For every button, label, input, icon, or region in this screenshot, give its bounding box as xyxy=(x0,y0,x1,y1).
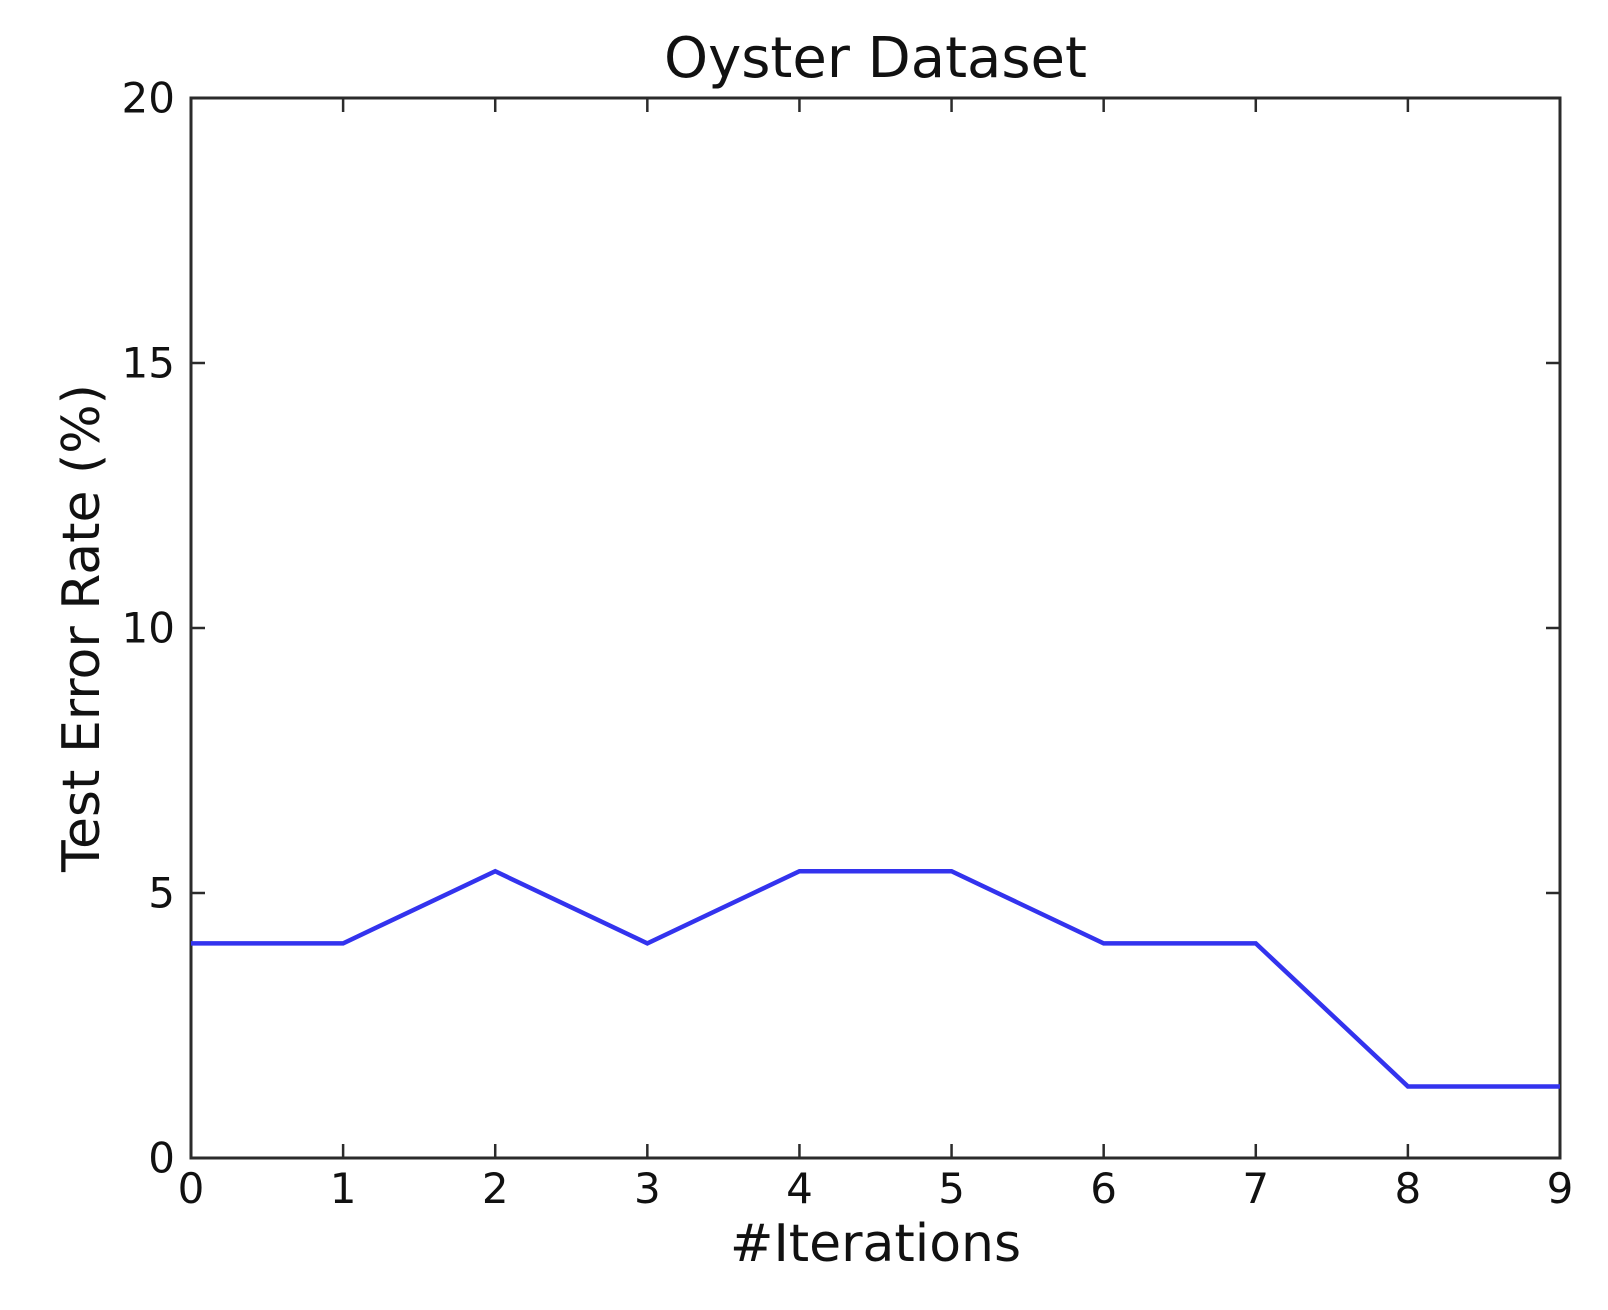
x-tick-label: 2 xyxy=(482,1164,509,1213)
chart-title: Oyster Dataset xyxy=(664,26,1087,91)
plot-frame xyxy=(189,96,1562,1160)
y-tick-label: 0 xyxy=(148,1134,175,1183)
x-tick-label: 7 xyxy=(1242,1164,1269,1213)
y-tick-label: 20 xyxy=(122,74,175,123)
y-axis-label: Test Error Rate (%) xyxy=(52,384,112,872)
x-tick-label: 6 xyxy=(1090,1164,1117,1213)
x-tick-label: 3 xyxy=(634,1164,661,1213)
x-tick-label: 5 xyxy=(938,1164,965,1213)
x-tick-label: 8 xyxy=(1395,1164,1422,1213)
y-tick-label: 5 xyxy=(148,869,175,918)
x-tick-label: 1 xyxy=(330,1164,357,1213)
x-tick-label: 9 xyxy=(1547,1164,1574,1213)
data-line xyxy=(191,868,1560,1089)
x-tick-label: 0 xyxy=(178,1164,205,1213)
x-axis-label: #Iterations xyxy=(729,1214,1022,1274)
x-tick-label: 4 xyxy=(786,1164,813,1213)
y-tick-label: 15 xyxy=(122,339,175,388)
y-tick-label: 10 xyxy=(122,604,175,653)
